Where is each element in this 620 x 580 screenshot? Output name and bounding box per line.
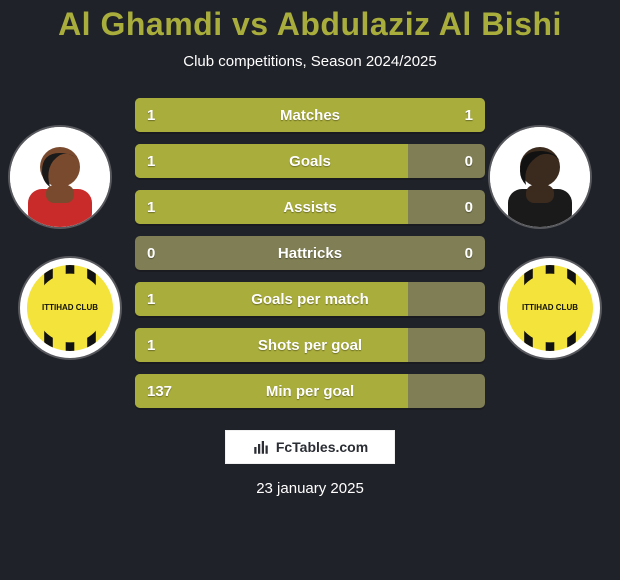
- stat-value-left: 137: [147, 383, 172, 400]
- stat-value-right: 0: [465, 199, 473, 216]
- club-label: ITTIHAD CLUB: [522, 304, 578, 312]
- stat-label: Assists: [283, 199, 336, 216]
- comparison-card: Al Ghamdi vs Abdulaziz Al Bishi Club com…: [0, 0, 620, 580]
- stat-row: 137 Min per goal: [135, 374, 485, 408]
- stat-label: Matches: [280, 107, 340, 124]
- stat-row: 1 Shots per goal: [135, 328, 485, 362]
- club-crest-inner: ITTIHAD CLUB: [507, 265, 593, 351]
- site-logo-text: FcTables.com: [276, 439, 368, 455]
- stat-value-right: 1: [465, 107, 473, 124]
- site-logo-badge: FcTables.com: [225, 430, 395, 464]
- subtitle: Club competitions, Season 2024/2025: [183, 53, 437, 70]
- avatar-icon: [10, 127, 110, 227]
- stat-fill-left: [135, 190, 408, 224]
- stat-label: Min per goal: [266, 383, 354, 400]
- stat-value-left: 1: [147, 153, 155, 170]
- stat-value-left: 0: [147, 245, 155, 262]
- avatar-icon: [490, 127, 590, 227]
- stat-label: Goals: [289, 153, 331, 170]
- club-label: ITTIHAD CLUB: [42, 304, 98, 312]
- club-crest-left: ITTIHAD CLUB: [20, 258, 120, 358]
- stat-value-left: 1: [147, 107, 155, 124]
- stat-label: Shots per goal: [258, 337, 362, 354]
- stat-value-left: 1: [147, 337, 155, 354]
- stat-value-right: 0: [465, 153, 473, 170]
- stat-value-right: 0: [465, 245, 473, 262]
- stat-row: 1 1 Matches: [135, 98, 485, 132]
- player-avatar-right: [490, 127, 590, 227]
- club-crest-inner: ITTIHAD CLUB: [27, 265, 113, 351]
- club-crest-right: ITTIHAD CLUB: [500, 258, 600, 358]
- stat-value-left: 1: [147, 199, 155, 216]
- stat-row: 0 0 Hattricks: [135, 236, 485, 270]
- stat-fill-left: [135, 144, 408, 178]
- date-text: 23 january 2025: [256, 480, 364, 497]
- stat-label: Goals per match: [251, 291, 369, 308]
- stat-rows: 1 1 Matches 1 0 Goals 1 0 Assists 0 0 Hattricks 1 Goa…: [135, 98, 485, 408]
- stat-label: Hattricks: [278, 245, 342, 262]
- stat-row: 1 0 Assists: [135, 190, 485, 224]
- stat-row: 1 0 Goals: [135, 144, 485, 178]
- stat-value-left: 1: [147, 291, 155, 308]
- chart-icon: [252, 438, 270, 456]
- player-avatar-left: [10, 127, 110, 227]
- stat-row: 1 Goals per match: [135, 282, 485, 316]
- page-title: Al Ghamdi vs Abdulaziz Al Bishi: [58, 6, 562, 43]
